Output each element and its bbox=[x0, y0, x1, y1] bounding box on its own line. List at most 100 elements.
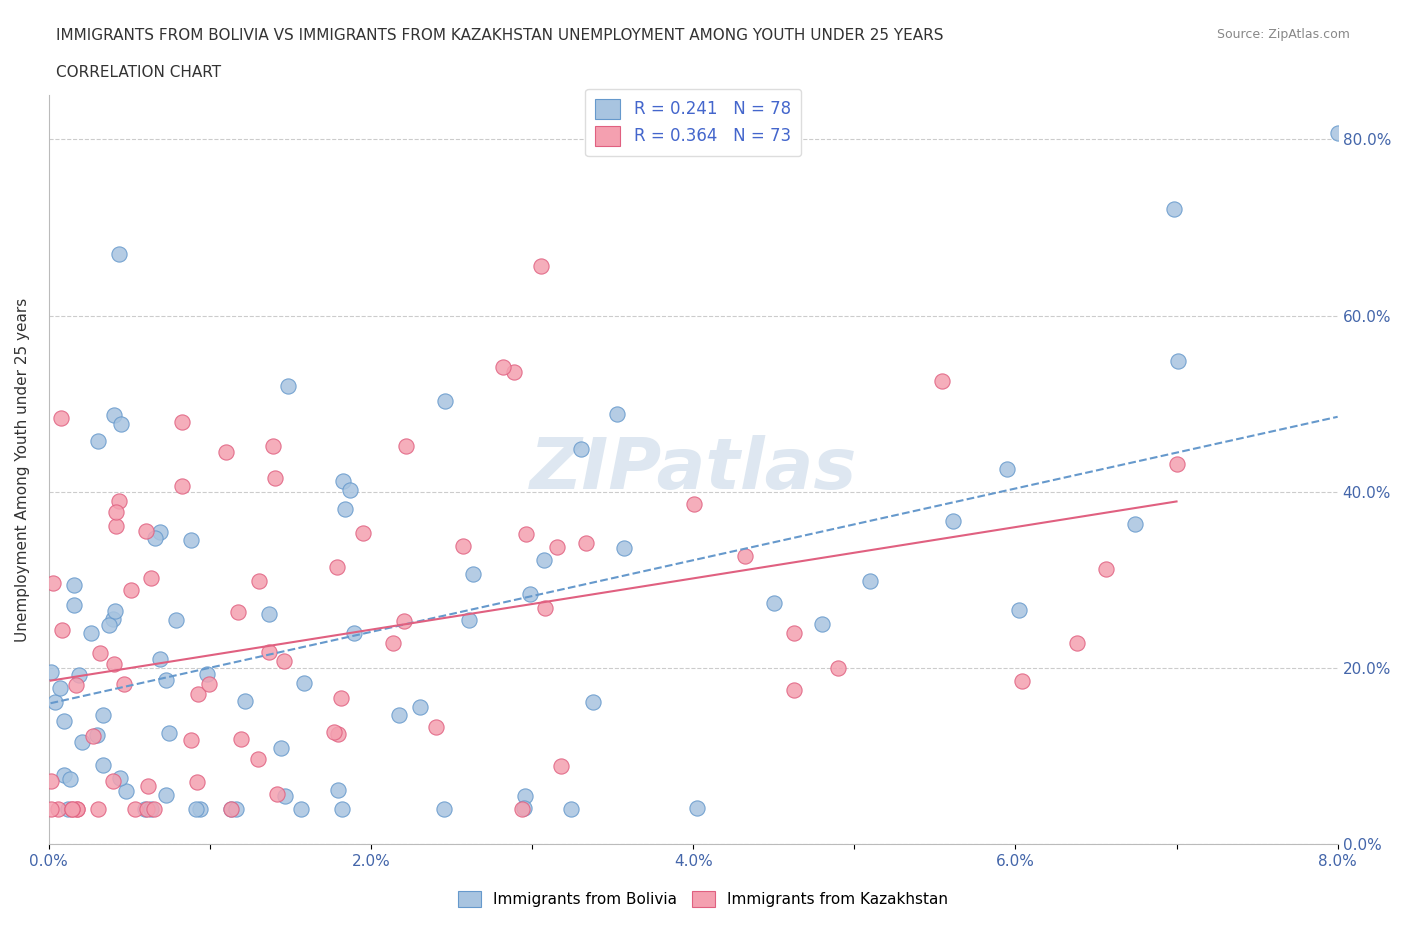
Point bbox=[108, 771, 131, 786]
Point bbox=[51, 622, 73, 637]
Point bbox=[93, 758, 115, 773]
Point bbox=[103, 611, 125, 626]
Point bbox=[139, 570, 162, 585]
Point bbox=[143, 801, 166, 816]
Point bbox=[66, 801, 89, 816]
Point bbox=[606, 406, 628, 421]
Point bbox=[82, 728, 104, 743]
Point bbox=[827, 660, 849, 675]
Point bbox=[104, 519, 127, 534]
Point bbox=[290, 801, 312, 816]
Point bbox=[89, 645, 111, 660]
Point bbox=[221, 801, 243, 816]
Point bbox=[388, 707, 411, 722]
Point bbox=[66, 801, 89, 816]
Point bbox=[292, 675, 315, 690]
Point bbox=[180, 533, 202, 548]
Point bbox=[263, 439, 285, 454]
Point bbox=[613, 540, 636, 555]
Point bbox=[433, 801, 456, 816]
Point bbox=[149, 525, 172, 540]
Point bbox=[155, 788, 177, 803]
Point bbox=[503, 365, 526, 379]
Point bbox=[1167, 353, 1189, 368]
Point bbox=[46, 801, 69, 816]
Point bbox=[186, 775, 208, 790]
Point bbox=[80, 626, 103, 641]
Point bbox=[257, 644, 280, 659]
Point bbox=[39, 774, 62, 789]
Point bbox=[560, 801, 582, 816]
Point bbox=[330, 801, 353, 816]
Point bbox=[931, 374, 953, 389]
Point bbox=[44, 694, 66, 709]
Point bbox=[101, 774, 124, 789]
Point bbox=[530, 259, 553, 273]
Point bbox=[67, 668, 90, 683]
Point bbox=[49, 411, 72, 426]
Point bbox=[110, 417, 132, 432]
Point bbox=[52, 713, 75, 728]
Point bbox=[184, 801, 207, 816]
Point bbox=[425, 720, 447, 735]
Point bbox=[270, 740, 292, 755]
Point bbox=[247, 751, 270, 766]
Point bbox=[108, 246, 131, 261]
Text: ZIPatlas: ZIPatlas bbox=[530, 435, 856, 504]
Point bbox=[157, 725, 180, 740]
Point bbox=[534, 601, 557, 616]
Point bbox=[533, 552, 555, 567]
Point bbox=[149, 651, 172, 666]
Text: CORRELATION CHART: CORRELATION CHART bbox=[56, 65, 221, 80]
Point bbox=[98, 618, 121, 632]
Point bbox=[53, 767, 76, 782]
Point bbox=[60, 801, 83, 816]
Point bbox=[582, 695, 605, 710]
Point bbox=[143, 531, 166, 546]
Point bbox=[59, 771, 82, 786]
Point bbox=[86, 727, 108, 742]
Point bbox=[155, 672, 177, 687]
Point bbox=[172, 415, 194, 430]
Point bbox=[274, 789, 297, 804]
Point bbox=[451, 538, 474, 553]
Point bbox=[135, 524, 157, 538]
Point bbox=[859, 574, 882, 589]
Point bbox=[70, 735, 93, 750]
Point bbox=[492, 359, 515, 374]
Point bbox=[277, 379, 299, 393]
Point bbox=[195, 667, 218, 682]
Point bbox=[135, 801, 157, 816]
Point bbox=[392, 614, 415, 629]
Point bbox=[326, 783, 349, 798]
Point bbox=[93, 707, 115, 722]
Point bbox=[515, 789, 537, 804]
Point bbox=[124, 801, 146, 816]
Point bbox=[461, 566, 484, 581]
Point bbox=[62, 578, 84, 592]
Point bbox=[575, 536, 598, 551]
Point bbox=[197, 676, 219, 691]
Point bbox=[683, 497, 706, 512]
Point bbox=[172, 478, 194, 493]
Point bbox=[569, 442, 592, 457]
Point bbox=[329, 690, 352, 705]
Point bbox=[546, 540, 568, 555]
Point bbox=[434, 393, 457, 408]
Point bbox=[323, 724, 346, 739]
Point bbox=[513, 801, 536, 816]
Point bbox=[458, 613, 481, 628]
Point bbox=[104, 604, 127, 618]
Point bbox=[811, 617, 834, 631]
Point bbox=[39, 801, 62, 816]
Point bbox=[257, 607, 280, 622]
Point bbox=[39, 665, 62, 680]
Point bbox=[1326, 126, 1348, 140]
Point bbox=[219, 801, 242, 816]
Text: Source: ZipAtlas.com: Source: ZipAtlas.com bbox=[1216, 28, 1350, 41]
Point bbox=[515, 526, 537, 541]
Point bbox=[229, 732, 252, 747]
Point bbox=[519, 586, 541, 601]
Point bbox=[42, 576, 65, 591]
Point bbox=[105, 505, 128, 520]
